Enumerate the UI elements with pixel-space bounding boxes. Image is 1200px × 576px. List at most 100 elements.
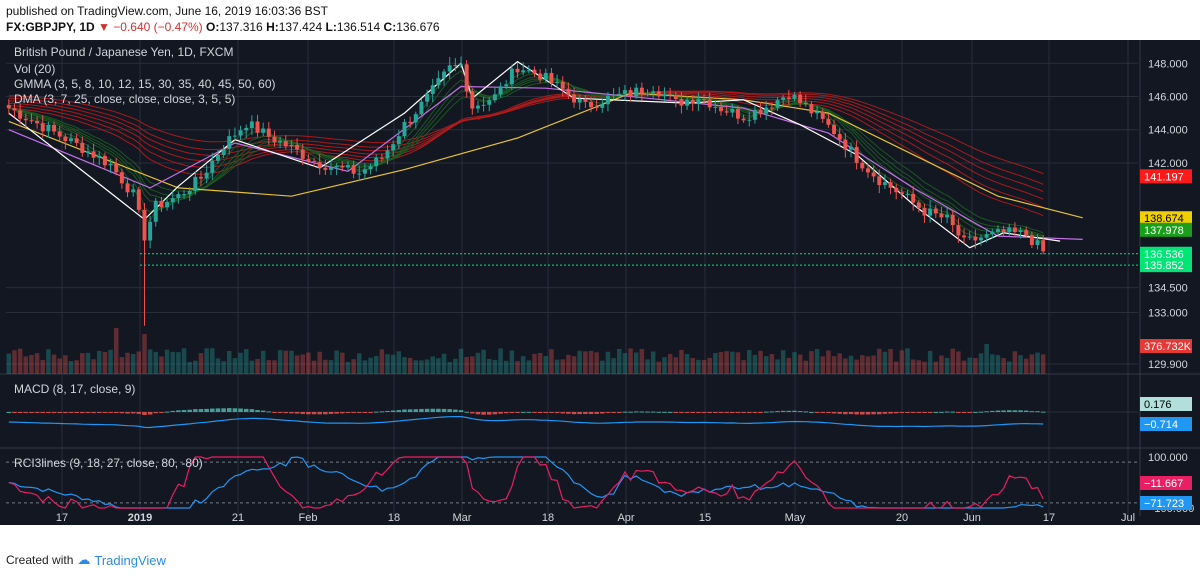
volume-bar [967,357,972,374]
volume-bar [871,355,876,374]
macd-histogram-bar [792,410,797,412]
macd-histogram-bar [820,412,825,413]
volume-bar [323,359,328,374]
macd-histogram-bar [413,409,419,412]
volume-bar [600,360,605,374]
candle [447,65,452,72]
volume-bar [667,353,673,374]
candle [475,105,480,109]
candle [323,167,328,170]
macd-histogram-bar [23,412,29,413]
volume-bar [758,350,763,374]
dma-mid-line [8,85,1083,240]
candle [651,91,656,94]
candle [40,123,45,132]
rci-pane[interactable] [6,456,1138,509]
candle [368,166,373,170]
macd-histogram-bar [690,412,695,413]
macd-histogram-bar [396,410,402,412]
candle [362,169,367,174]
trading-chart[interactable]: 148.000 146.000 144.000 142.000 134.500 133.0… [0,40,1200,525]
gmma-short-line [8,77,1044,239]
macd-histogram-bar [803,411,809,413]
candle [1041,240,1046,252]
volume-bar [571,356,577,374]
macd-histogram-bar [181,410,187,412]
volume-bar [617,348,622,374]
volume-bar [153,351,159,374]
candle [515,68,520,73]
macd-histogram-bar [978,411,984,413]
volume-bar [520,356,526,374]
macd-histogram-bar [419,408,424,412]
footer: Created with ☁ TradingView [6,552,166,568]
volume-bar [170,351,175,374]
time-tick-label: 21 [232,512,244,524]
candle [170,198,175,203]
price-label-bg [1140,246,1192,261]
macd-histogram-bar [142,412,147,415]
candle [63,136,68,142]
volume-bar [215,358,221,374]
candle [719,106,723,112]
chart-title: British Pound / Japanese Yen, 1D, FXCM [14,45,233,59]
volume-bar [1040,354,1046,374]
volume-bar [300,354,305,374]
candle [391,144,396,151]
candle [413,114,418,123]
candle [594,107,599,109]
volume-bar [238,352,243,374]
volume-bar [311,360,317,374]
macd-histogram-bar [210,408,215,412]
candle [278,140,283,143]
volume-bar [639,348,645,374]
price-pane[interactable] [6,56,1138,374]
volume-bar [142,334,147,374]
macd-pane[interactable] [6,408,1138,429]
candle [266,128,271,137]
volume-bar [503,360,509,374]
volume-bar [63,355,68,374]
volume-bar [80,353,85,374]
macd-histogram-bar [747,412,752,413]
candle [916,202,921,208]
rci-value-label: −11.667 [1144,478,1183,490]
pane-dividers [0,40,1200,516]
time-axis[interactable]: 17 2019 21 Feb 18 Mar 18 Apr 15 May 20 Jun 17 Jul [56,512,1135,524]
volume-bar [549,349,554,374]
candle [374,157,379,167]
volume-bar [780,350,786,374]
macd-histogram-bar [848,412,854,415]
tradingview-brand[interactable]: TradingView [94,552,166,568]
volume-bar [786,357,792,374]
candle [345,165,350,168]
macd-histogram-bar [187,409,192,412]
candle [29,120,34,122]
volume-bar [147,349,153,374]
macd-histogram-bar [193,409,198,412]
rci-tick-label: 100.000 [1148,452,1188,464]
macd-histogram-bar [379,411,385,413]
macd-histogram-bar [492,412,498,415]
volume-bar [17,348,23,374]
volume-bar [747,350,752,374]
macd-histogram-bar [119,412,125,414]
macd-histogram-bar [650,411,656,413]
macd-histogram-bar [933,411,939,413]
candle [973,236,978,241]
macd-histogram-bar [464,411,469,413]
candle [91,151,96,158]
gmma-long-line [8,93,1044,208]
time-tick-label: Apr [617,512,634,524]
macd-histogram-bar [600,412,605,414]
candle [244,127,249,131]
macd-histogram-bar [927,412,933,413]
volume-bar [464,357,469,374]
price-axis[interactable]: 148.000 146.000 144.000 142.000 134.500 133.0… [1140,58,1194,515]
volume-bar [396,351,402,374]
macd-histogram-bar [12,412,17,413]
macd-histogram-bar [877,412,882,415]
candle [402,121,407,137]
macd-histogram-bar [80,412,85,414]
volume-bar [345,361,351,374]
